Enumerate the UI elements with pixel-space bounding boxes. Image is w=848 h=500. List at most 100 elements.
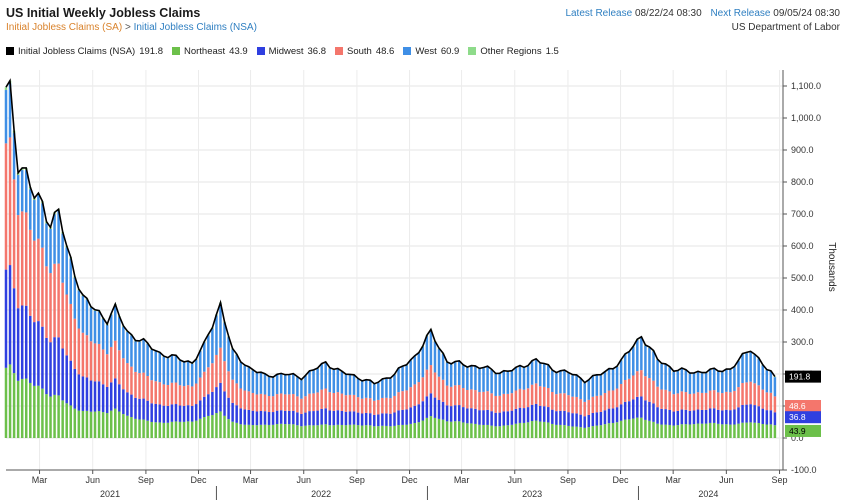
bar-segment [595, 375, 599, 396]
bar-segment [138, 341, 141, 374]
chart-subtitle: Initial Jobless Claims (SA) > Initial Jo… [6, 22, 257, 33]
legend-swatch [403, 47, 412, 55]
bar-segment [344, 395, 348, 412]
bar-segment [579, 414, 582, 428]
bar-segment [555, 424, 558, 438]
bar-segment [583, 383, 586, 402]
bar-segment [304, 375, 307, 397]
legend-item-total[interactable]: Initial Jobless Claims (NSA) 191.8 [6, 46, 163, 57]
bar-segment [166, 358, 170, 385]
total-claims-line [5, 78, 776, 385]
bar-segment [737, 360, 740, 388]
bar-segment [417, 422, 421, 438]
bar-segment [114, 340, 117, 379]
bar-segment [773, 377, 777, 397]
bar-segment [324, 388, 327, 409]
bar-segment [373, 400, 376, 415]
bar-segment [37, 195, 40, 239]
bar-segment [263, 374, 267, 395]
bar-segment [199, 400, 202, 419]
legend-item-west[interactable]: West 60.9 [403, 46, 459, 57]
bar-segment [648, 420, 651, 438]
legend-item-midwest[interactable]: Midwest 36.8 [256, 46, 326, 57]
bar-segment [765, 392, 769, 411]
bar-segment [312, 370, 315, 394]
bar-segment [676, 393, 680, 411]
bar-segment [190, 363, 194, 387]
bar-segment [425, 336, 429, 370]
bar-segment [320, 424, 323, 438]
subtitle-nsa-link[interactable]: Initial Jobless Claims (NSA) [133, 22, 257, 33]
bar-segment [498, 395, 501, 413]
next-release-label[interactable]: Next Release [710, 8, 771, 19]
bar-segment [506, 425, 510, 438]
bar-segment [381, 425, 384, 438]
subtitle-sa-link[interactable]: Initial Jobless Claims (SA) [6, 22, 123, 33]
bar-segment [656, 359, 659, 387]
bar-segment [267, 424, 271, 438]
bar-segment [559, 424, 562, 438]
value-tag-label: 48.6 [789, 401, 806, 411]
bar-segment [93, 411, 97, 438]
bar-segment [93, 310, 97, 344]
bar-segment [328, 410, 331, 426]
subtitle-separator: > [124, 22, 131, 33]
legend-item-northeast[interactable]: Northeast 43.9 [171, 46, 248, 57]
bar-segment [441, 353, 445, 380]
bar-segment [498, 373, 501, 396]
legend-item-south[interactable]: South 48.6 [335, 46, 394, 57]
bar-segment [263, 411, 267, 425]
bar-segment [130, 394, 133, 418]
bar-segment [352, 424, 356, 438]
bar-segment [174, 404, 178, 422]
bar-segment [623, 354, 627, 380]
value-tag-label: 43.9 [789, 426, 806, 436]
bar-segment [644, 419, 647, 438]
bar-segment [696, 371, 700, 393]
bar-segment [453, 362, 457, 386]
bar-segment [522, 408, 526, 423]
bar-segment [45, 394, 48, 438]
bar-segment [486, 424, 489, 438]
x-tick-label: Jun [296, 475, 311, 485]
bar-segment [368, 425, 372, 438]
legend-item-other-regions[interactable]: Other Regions 1.5 [468, 46, 559, 57]
bar-segment [470, 408, 473, 424]
bar-segment [316, 368, 319, 393]
legend-value: 191.8 [139, 45, 163, 57]
bar-segment [381, 379, 384, 398]
bar-segment [360, 381, 364, 399]
bar-segment [502, 393, 506, 412]
bar-segment [211, 328, 214, 364]
bar-segment [737, 423, 740, 438]
bar-segment [126, 415, 129, 438]
bar-segment [567, 412, 570, 426]
bar-segment [271, 412, 275, 425]
release-info: Latest Release 08/22/24 08:30 Next Relea… [565, 8, 840, 19]
bar-segment [518, 407, 522, 423]
bar-segment [482, 368, 485, 392]
bar-segment [449, 364, 453, 387]
bar-segment [393, 395, 396, 413]
bar-segment [130, 366, 133, 395]
bar-segment [393, 425, 396, 438]
bar-segment [336, 369, 340, 393]
latest-release-label[interactable]: Latest Release [565, 8, 633, 19]
bar-segment [441, 419, 445, 438]
bar-segment [462, 407, 465, 423]
bar-segment [130, 417, 133, 438]
bar-segment [114, 305, 117, 341]
bar-segment [599, 411, 603, 426]
bar-segment [211, 363, 214, 392]
bar-segment [632, 347, 635, 376]
bar-segment [271, 396, 275, 413]
bar-segment [627, 401, 631, 420]
bar-segment [627, 419, 631, 438]
y-tick-label: 600.0 [791, 241, 814, 251]
bar-segment [340, 371, 344, 394]
bar-segment [749, 352, 752, 382]
bar-segment [466, 423, 469, 438]
bar-segment [174, 355, 178, 383]
bar-segment [154, 381, 157, 404]
bar-segment [283, 424, 287, 438]
